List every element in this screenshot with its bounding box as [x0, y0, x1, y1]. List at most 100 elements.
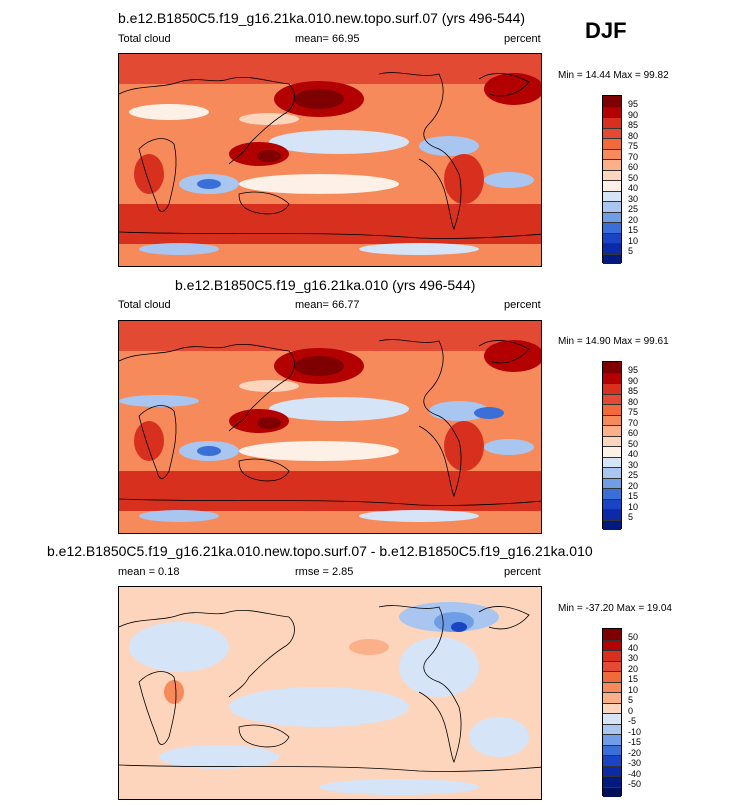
colorbar-seg	[603, 681, 621, 692]
colorbar-label: 80	[628, 396, 639, 407]
panel-3-colorbar	[602, 628, 622, 797]
colorbar-seg	[603, 755, 621, 766]
colorbar-seg	[603, 232, 621, 243]
colorbar-seg	[603, 435, 621, 446]
panel-2-minmax: Min = 14.90 Max = 99.61	[558, 336, 669, 347]
panel-2-mean-label: mean= 66.77	[295, 299, 360, 311]
panel-1-colorbar	[602, 95, 622, 264]
colorbar-seg	[603, 456, 621, 467]
colorbar-label: 20	[628, 480, 639, 491]
colorbar-label: 90	[628, 109, 639, 120]
colorbar-seg	[603, 446, 621, 457]
colorbar-seg	[603, 629, 621, 640]
colorbar-seg	[603, 127, 621, 138]
colorbar-label: 5	[628, 512, 634, 522]
colorbar-label: 25	[628, 204, 639, 214]
panel-1-variable-label: Total cloud	[118, 33, 171, 45]
colorbar-label: 95	[628, 99, 639, 109]
colorbar-seg	[603, 404, 621, 415]
colorbar-seg	[603, 180, 621, 191]
colorbar-seg	[603, 393, 621, 404]
colorbar-label: -40	[628, 768, 642, 779]
colorbar-label: 70	[628, 417, 639, 428]
colorbar-seg	[603, 776, 621, 787]
colorbar-label: 40	[628, 642, 639, 653]
colorbar-seg	[603, 498, 621, 509]
colorbar-label: 10	[628, 684, 639, 695]
colorbar-seg	[603, 744, 621, 755]
colorbar-label: 25	[628, 470, 639, 480]
colorbar-label: -30	[628, 758, 642, 768]
colorbar-seg	[603, 702, 621, 713]
colorbar-seg	[603, 723, 621, 734]
colorbar-seg	[603, 414, 621, 425]
colorbar-seg	[603, 734, 621, 745]
panel-3-rmse-label: rmse = 2.85	[295, 566, 354, 578]
colorbar-label: 60	[628, 162, 639, 172]
colorbar-seg	[603, 243, 621, 254]
colorbar-label: -15	[628, 737, 642, 747]
colorbar-label: 15	[628, 225, 639, 235]
colorbar-label: 85	[628, 386, 639, 396]
colorbar-label: 80	[628, 130, 639, 141]
colorbar-label: 40	[628, 449, 639, 459]
colorbar-seg	[603, 222, 621, 233]
colorbar-label: 30	[628, 653, 639, 663]
panel-3-mean-label: mean = 0.18	[118, 566, 180, 578]
panel-2-units-label: percent	[504, 299, 541, 311]
colorbar-seg	[603, 786, 621, 797]
panel-3-units-label: percent	[504, 566, 541, 578]
panel-2-map	[118, 320, 542, 534]
colorbar-label: 85	[628, 120, 639, 130]
colorbar-seg	[603, 477, 621, 488]
colorbar-seg	[603, 425, 621, 436]
panel-1-minmax: Min = 14.44 Max = 99.82	[558, 70, 669, 81]
colorbar-label: 15	[628, 491, 639, 501]
colorbar-label: 90	[628, 375, 639, 386]
colorbar-label: 50	[628, 632, 639, 642]
panel-3-map	[118, 586, 542, 800]
colorbar-seg	[603, 639, 621, 650]
colorbar-seg	[603, 148, 621, 159]
colorbar-label: 20	[628, 214, 639, 225]
panel-2-variable-label: Total cloud	[118, 299, 171, 311]
colorbar-label: 5	[628, 246, 634, 256]
colorbar-seg	[603, 692, 621, 703]
colorbar-seg	[603, 190, 621, 201]
colorbar-label: 75	[628, 407, 639, 417]
colorbar-label: 20	[628, 663, 639, 674]
colorbar-seg	[603, 362, 621, 373]
colorbar-label: 75	[628, 141, 639, 151]
panel-3-title: b.e12.B1850C5.f19_g16.21ka.010.new.topo.…	[47, 543, 593, 559]
colorbar-seg	[603, 660, 621, 671]
colorbar-label: 10	[628, 235, 639, 246]
colorbar-label: 5	[628, 695, 634, 705]
colorbar-label: -10	[628, 726, 642, 737]
colorbar-seg	[603, 488, 621, 499]
panel-3-minmax: Min = -37.20 Max = 19.04	[558, 603, 672, 614]
colorbar-label: 30	[628, 193, 639, 204]
colorbar-label: 30	[628, 459, 639, 470]
colorbar-seg	[603, 467, 621, 478]
colorbar-seg	[603, 106, 621, 117]
panel-1-map	[118, 53, 542, 267]
colorbar-seg	[603, 765, 621, 776]
panel-1-title: b.e12.B1850C5.f19_g16.21ka.010.new.topo.…	[118, 10, 526, 26]
colorbar-label: 0	[628, 705, 634, 716]
season-label: DJF	[585, 18, 627, 43]
colorbar-seg	[603, 201, 621, 212]
colorbar-label: 50	[628, 438, 639, 449]
colorbar-seg	[603, 117, 621, 128]
colorbar-label: 70	[628, 151, 639, 162]
colorbar-seg	[603, 519, 621, 530]
colorbar-label: 40	[628, 183, 639, 193]
colorbar-label: -50	[628, 779, 642, 789]
colorbar-seg	[603, 138, 621, 149]
colorbar-label: -5	[628, 716, 637, 726]
colorbar-label: 15	[628, 674, 639, 684]
panel-1-mean-label: mean= 66.95	[295, 33, 360, 45]
colorbar-seg	[603, 169, 621, 180]
colorbar-label: -20	[628, 747, 642, 758]
colorbar-seg	[603, 650, 621, 661]
colorbar-seg	[603, 383, 621, 394]
